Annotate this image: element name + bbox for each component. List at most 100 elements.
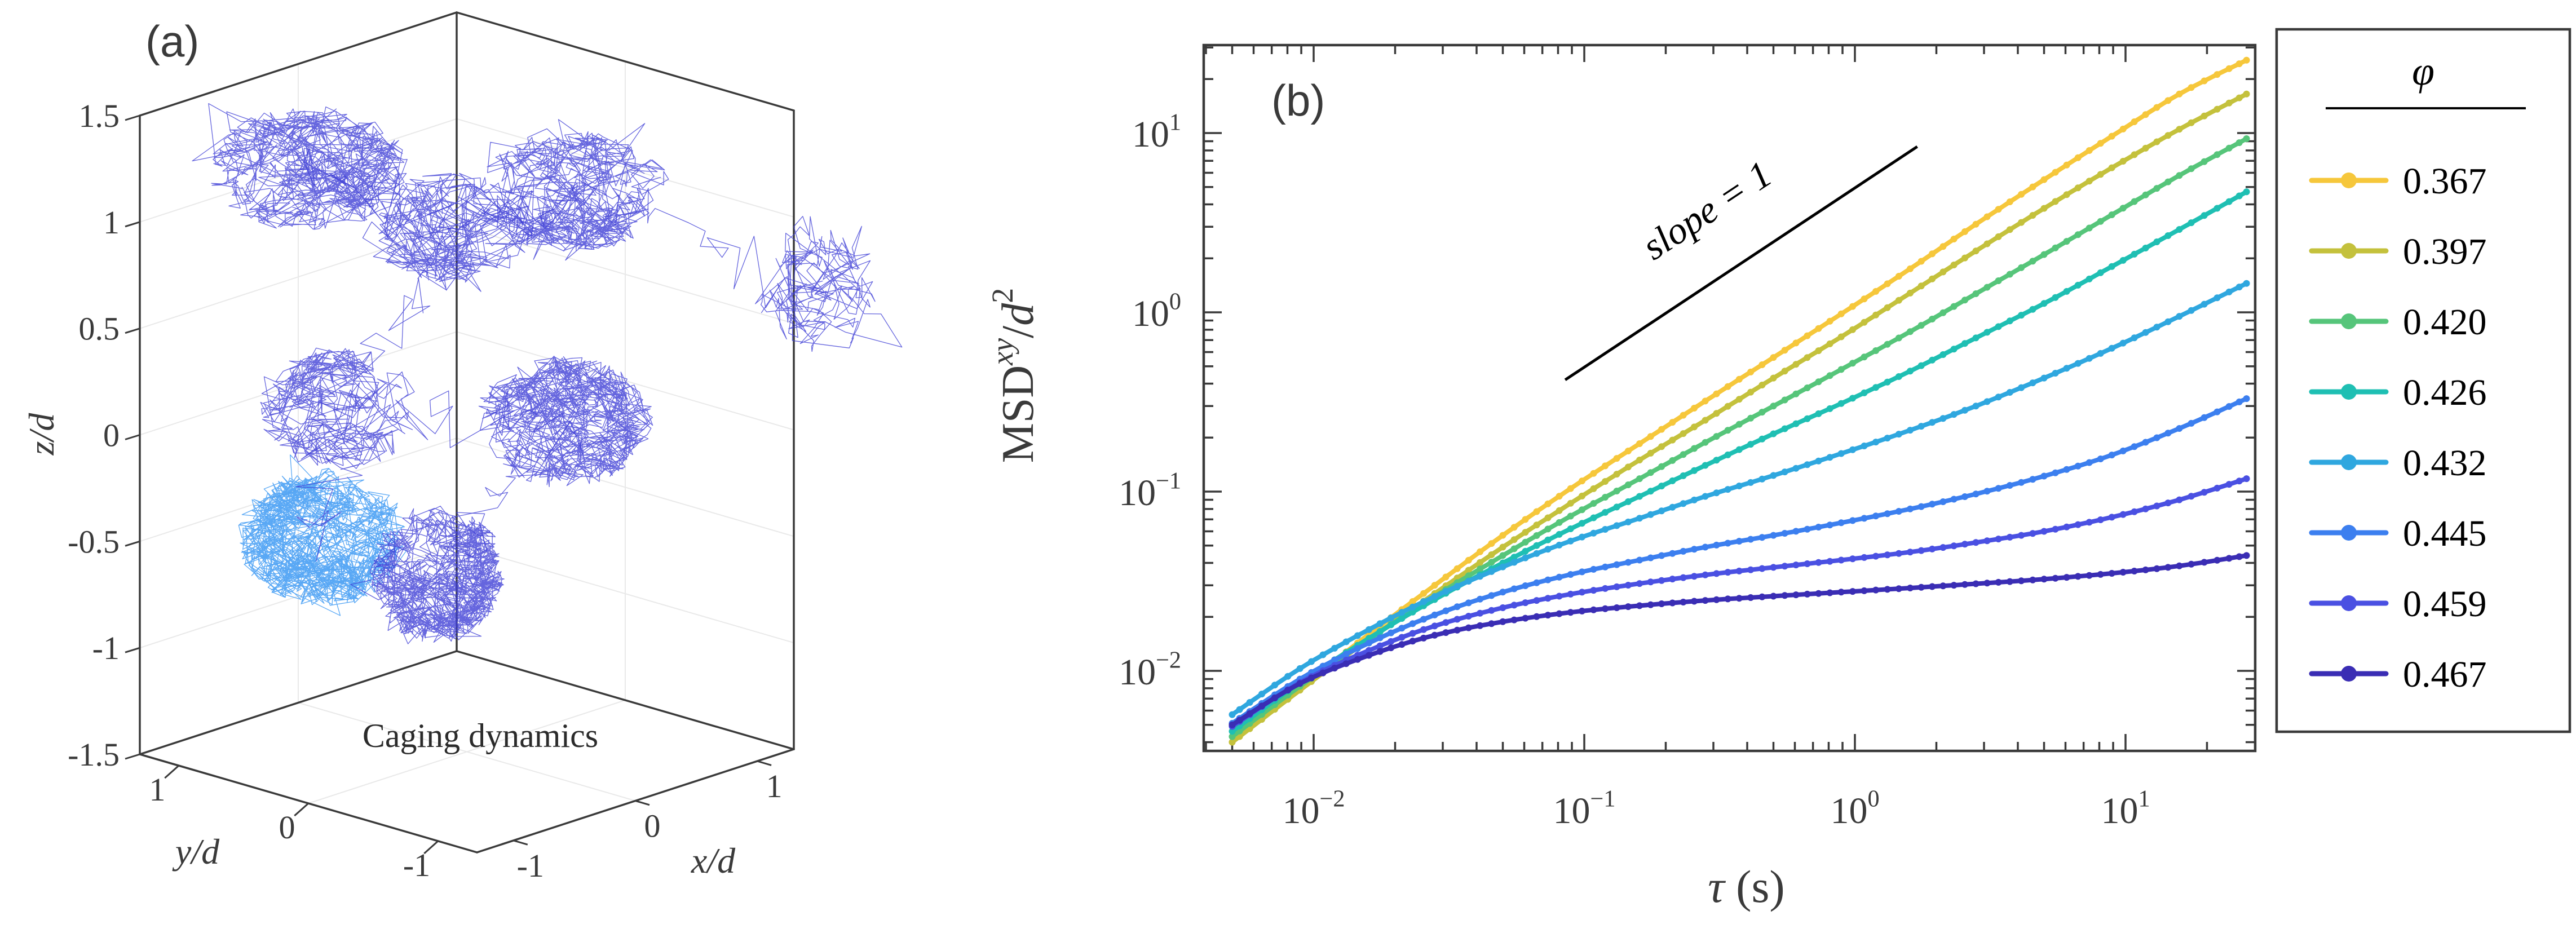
curve-marker xyxy=(1258,691,1265,698)
curve-marker xyxy=(1544,500,1552,507)
curve-marker xyxy=(2188,493,2195,500)
curve-marker xyxy=(1477,609,1484,617)
curve-marker xyxy=(1477,559,1484,566)
slope-guide-line xyxy=(1564,145,1918,381)
curve-marker xyxy=(1983,488,1991,495)
curve-marker xyxy=(1884,280,1891,288)
curve-marker xyxy=(1747,594,1755,601)
box-edge xyxy=(139,650,458,755)
curve-marker xyxy=(1602,494,1609,501)
legend-entry-label: 0.445 xyxy=(2403,513,2487,554)
curve-marker xyxy=(2164,499,2172,507)
curve-marker xyxy=(1624,448,1632,454)
curve-marker xyxy=(1544,612,1552,619)
curve-marker xyxy=(1747,368,1755,375)
curve-marker xyxy=(1556,541,1563,549)
curve-marker xyxy=(1658,483,1665,490)
curve-marker xyxy=(1861,389,1868,396)
curve-marker xyxy=(1522,547,1529,555)
curve-marker xyxy=(1331,665,1338,672)
curve-marker xyxy=(1647,554,1654,561)
curve-marker xyxy=(1724,569,1731,576)
curve-marker xyxy=(1567,537,1574,545)
curve-marker xyxy=(1613,583,1620,590)
trajectory-blob xyxy=(350,506,505,644)
curve-marker xyxy=(1556,610,1563,617)
curve-marker xyxy=(1680,574,1687,581)
curve-marker xyxy=(1488,559,1495,566)
curve-marker xyxy=(1409,620,1416,627)
y-tick-label: 0 xyxy=(279,809,295,846)
curve-marker xyxy=(1680,451,1687,458)
legend-entry-label: 0.467 xyxy=(2403,654,2487,695)
curve-marker xyxy=(2243,280,2250,287)
curve-marker xyxy=(1544,576,1552,583)
x-tick xyxy=(513,839,528,846)
curve-marker xyxy=(1950,582,1958,589)
z-tick xyxy=(125,434,140,440)
curve-marker xyxy=(2176,313,2183,320)
trajectory-blob xyxy=(474,119,669,261)
curve-marker xyxy=(1488,540,1495,547)
curve-marker xyxy=(1229,721,1236,728)
curve-marker xyxy=(2235,94,2243,101)
curve-marker xyxy=(1556,530,1563,538)
curve-marker xyxy=(1296,680,1304,687)
curve-marker xyxy=(1284,687,1292,694)
curve-marker xyxy=(1747,441,1755,448)
curve-marker xyxy=(2142,111,2149,118)
legend-entry: 0.426 xyxy=(2309,372,2487,413)
curve-marker xyxy=(1647,488,1654,495)
curve-marker xyxy=(1702,417,1709,424)
curve-marker xyxy=(2052,169,2059,176)
curve-marker xyxy=(1826,454,1833,461)
legend-marker-dot xyxy=(2341,243,2357,259)
curve-marker xyxy=(1669,419,1676,426)
curve-marker xyxy=(1453,626,1461,634)
curve-marker xyxy=(2029,183,2036,191)
curve-marker xyxy=(1804,332,1811,339)
curve-marker xyxy=(1533,579,1540,586)
curve-marker xyxy=(1713,596,1720,603)
curve-marker xyxy=(1354,656,1361,663)
curve-marker xyxy=(2074,521,2082,528)
trajectory-blob xyxy=(260,347,415,470)
curve-marker xyxy=(1713,457,1720,464)
curve-marker xyxy=(1972,290,1980,297)
curve-marker xyxy=(1702,493,1709,500)
curve-marker xyxy=(1872,552,1880,560)
curve-marker xyxy=(2097,140,2104,147)
curve-marker xyxy=(2018,479,2025,486)
curve-marker xyxy=(2201,77,2208,85)
curve-marker xyxy=(2213,71,2221,78)
curve-marker xyxy=(1995,233,2002,240)
curve-marker xyxy=(1939,243,1947,250)
curve-marker xyxy=(2164,97,2172,104)
curve-marker xyxy=(2074,184,2082,192)
curve-marker xyxy=(1658,443,1665,450)
curve-marker xyxy=(2119,569,2127,576)
curve-marker xyxy=(1907,265,1914,272)
curve-marker xyxy=(2119,257,2127,264)
curve-marker xyxy=(1758,409,1766,416)
curve-marker xyxy=(1258,702,1265,710)
curve-marker xyxy=(1983,537,1991,545)
curve-marker xyxy=(2052,294,2059,301)
curve-marker xyxy=(2063,191,2070,198)
legend-entry: 0.420 xyxy=(2309,302,2487,343)
curve-marker xyxy=(2040,176,2048,183)
curve-marker xyxy=(1702,397,1709,405)
curve-marker xyxy=(2018,532,2025,539)
panel-a-ticks: 1.5 1 0.5 0 -0.5 -1 -1.5 1 0 -1 -1 0 1 xyxy=(68,98,782,884)
curve-marker xyxy=(1409,638,1416,645)
curve-marker xyxy=(2131,443,2138,450)
curve-marker xyxy=(1544,525,1552,533)
curve-marker xyxy=(1579,492,1585,499)
curve-marker xyxy=(1388,621,1395,629)
legend-entry: 0.459 xyxy=(2309,583,2487,625)
curve-marker xyxy=(1624,481,1632,488)
curve-marker xyxy=(2052,198,2059,205)
trajectory-connector xyxy=(319,388,564,448)
curve-marker xyxy=(1613,488,1620,494)
curve-marker xyxy=(1331,644,1338,652)
